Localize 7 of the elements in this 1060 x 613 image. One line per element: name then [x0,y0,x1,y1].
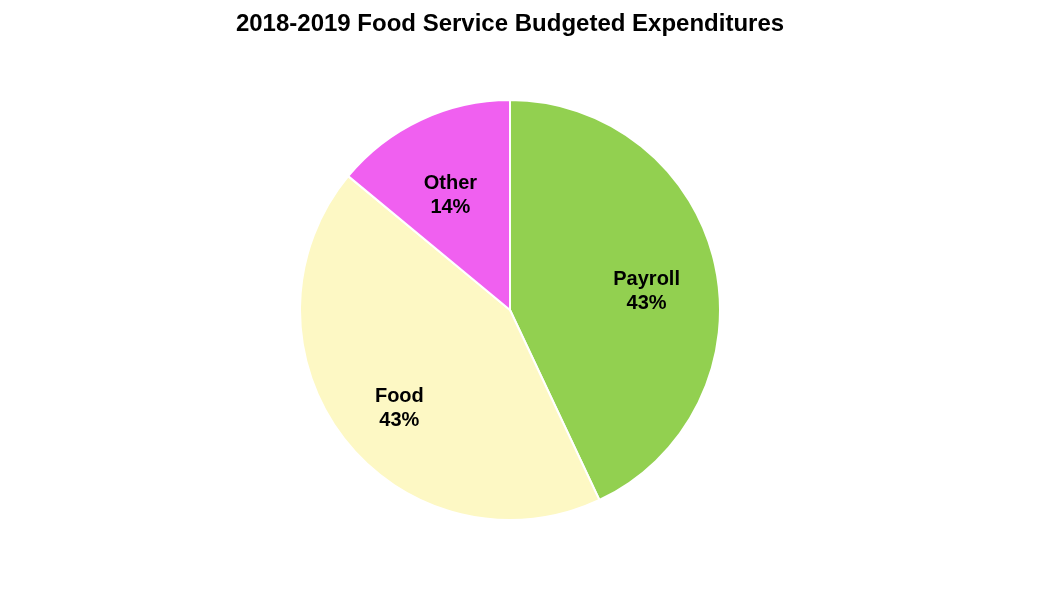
slice-label: Food [374,383,424,406]
data-label: 14% [430,195,471,218]
slice-label: Payroll [613,267,680,290]
data-label: 43% [626,291,667,314]
data-label: 43% [379,407,420,430]
chart-title: 2018-2019 Food Service Budgeted Expenditures [235,9,785,36]
slice-label: Other [423,171,478,194]
